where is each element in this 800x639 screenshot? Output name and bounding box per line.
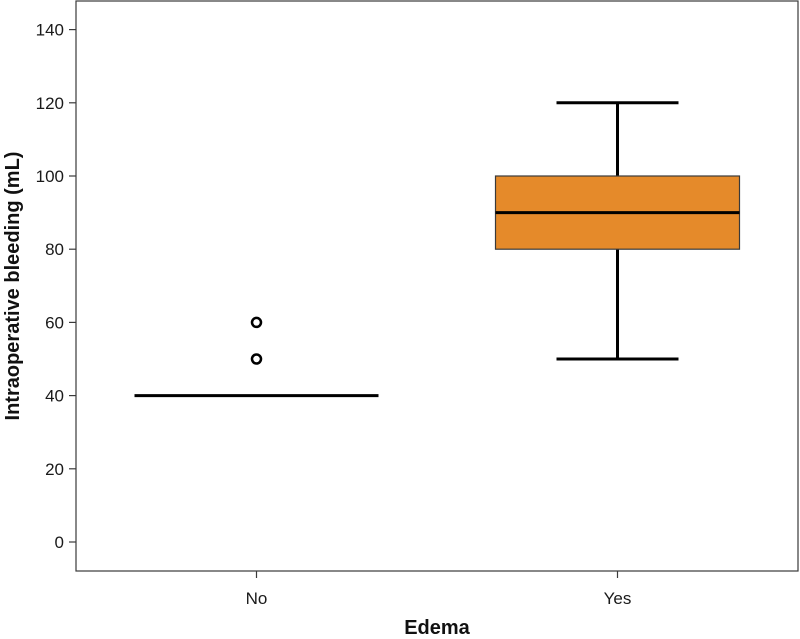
y-tick-label: 120 xyxy=(36,94,64,113)
x-tick-label: No xyxy=(246,589,268,608)
y-axis: 0 20 40 60 80 100 120 140 xyxy=(36,21,76,552)
y-tick-label: 140 xyxy=(36,21,64,40)
outlier-point xyxy=(250,316,263,329)
box-series xyxy=(134,101,741,398)
y-tick-label: 80 xyxy=(45,240,64,259)
box-yes xyxy=(494,101,741,361)
y-tick-label: 40 xyxy=(45,387,64,406)
x-axis: No Yes xyxy=(246,571,632,608)
y-tick-label: 0 xyxy=(55,533,64,552)
box-no xyxy=(134,316,379,398)
y-tick-label: 20 xyxy=(45,460,64,479)
y-tick-label: 60 xyxy=(45,313,64,332)
x-axis-title: Edema xyxy=(404,617,470,639)
outlier-point xyxy=(250,353,263,365)
y-axis-title: Intraoperative bleeding (mL) xyxy=(2,152,24,421)
y-tick-label: 100 xyxy=(36,167,64,186)
plot-area-frame xyxy=(75,0,799,572)
x-tick-label: Yes xyxy=(604,589,632,608)
